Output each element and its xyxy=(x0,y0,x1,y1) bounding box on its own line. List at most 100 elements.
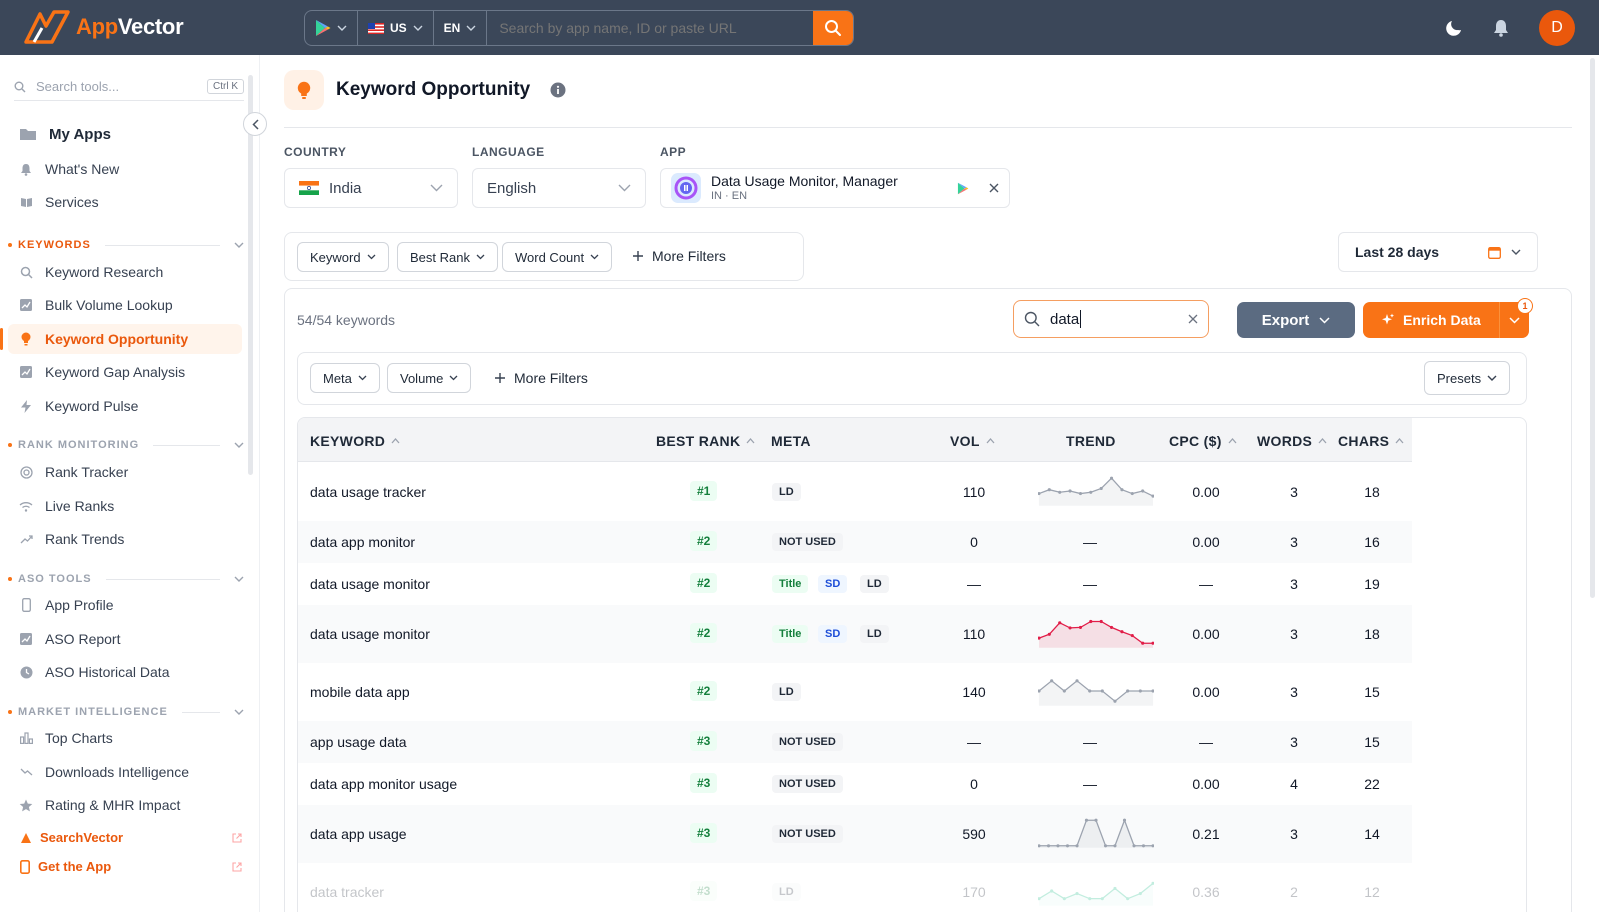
country-selector[interactable]: US xyxy=(358,11,434,45)
sidebar-item-keyword-opportunity[interactable]: Keyword Opportunity xyxy=(0,324,242,354)
words-cell: 3 xyxy=(1290,734,1298,750)
sidebar-item-keyword-research[interactable]: Keyword Research xyxy=(8,257,242,287)
global-search-input[interactable] xyxy=(487,11,813,45)
column-header-cpc[interactable]: CPC ($) xyxy=(1169,433,1237,449)
chevron-down-icon xyxy=(466,25,476,31)
section-divider xyxy=(104,244,220,246)
sidebar-item-top-charts[interactable]: Top Charts xyxy=(8,723,242,753)
table-row[interactable]: data usage tracker #1 LD 110 0.00 3 18 xyxy=(298,463,1412,521)
language-select[interactable]: English xyxy=(472,168,646,208)
table-row[interactable]: data usage monitor #2 Title SD LD — — — 3 19 xyxy=(298,563,1412,605)
tools-search[interactable]: Search tools... Ctrl K xyxy=(14,77,244,101)
sidebar-item-aso-report[interactable]: ASO Report xyxy=(8,624,242,654)
trend-point xyxy=(1141,641,1145,645)
trend-point xyxy=(1151,844,1154,848)
bell-icon[interactable] xyxy=(1493,19,1509,37)
table-row[interactable]: mobile data app #2 LD 140 0.00 3 15 xyxy=(298,663,1412,721)
trend-point xyxy=(1109,625,1114,629)
country-select[interactable]: India xyxy=(284,168,458,208)
secondary-filters: Meta Volume More Filters Presets xyxy=(297,352,1527,405)
sidebar-item-label: Keyword Research xyxy=(45,264,164,280)
sidebar-item-aso-historical-data[interactable]: ASO Historical Data xyxy=(8,657,242,687)
sidebar-item-keyword-gap-analysis[interactable]: Keyword Gap Analysis xyxy=(8,357,242,387)
table-row[interactable]: data app monitor #2 NOT USED 0 — 0.00 3 16 xyxy=(298,521,1412,563)
enrich-dropdown-toggle[interactable] xyxy=(1499,302,1529,338)
clear-icon[interactable] xyxy=(1188,314,1198,324)
external-link-get-the-app[interactable]: Get the App xyxy=(20,859,242,874)
chars-cell: 15 xyxy=(1364,734,1380,750)
table-row[interactable]: data tracker #3 LD 170 0.36 2 12 xyxy=(298,863,1412,912)
trend-sparkline xyxy=(1038,476,1154,506)
avatar[interactable]: D xyxy=(1539,10,1575,46)
column-header-best-rank[interactable]: BEST RANK xyxy=(656,433,755,449)
sidebar-item-bulk-volume-lookup[interactable]: Bulk Volume Lookup xyxy=(8,290,242,320)
external-link-icon xyxy=(232,832,242,843)
meta-tag: LD xyxy=(772,483,801,501)
presets-button[interactable]: Presets xyxy=(1424,361,1511,395)
keyword-filter-input[interactable]: data xyxy=(1013,300,1209,338)
rank-badge: #2 xyxy=(690,573,718,593)
sidebar-scrollbar[interactable] xyxy=(248,75,253,475)
section-aso-tools[interactable]: ASO TOOLS xyxy=(8,573,244,585)
sidebar-item-live-ranks[interactable]: Live Ranks xyxy=(8,491,242,521)
section-market-intelligence[interactable]: MARKET INTELLIGENCE xyxy=(8,706,244,718)
external-link-searchvector[interactable]: SearchVector xyxy=(20,830,242,845)
best-rank-cell: #1 xyxy=(690,481,718,501)
sidebar-item-downloads-intelligence[interactable]: Downloads Intelligence xyxy=(8,757,242,787)
logo[interactable]: AppVector xyxy=(24,10,184,44)
best-rank-cell: #3 xyxy=(690,731,718,751)
sidebar-item-label: ASO Report xyxy=(45,631,121,647)
filter-keyword[interactable]: Keyword xyxy=(297,242,389,272)
column-header-chars[interactable]: CHARS xyxy=(1338,433,1404,449)
filter-word-count[interactable]: Word Count xyxy=(502,242,613,272)
trend-area xyxy=(1039,883,1153,905)
enrich-data-button[interactable]: Enrich Data xyxy=(1363,302,1529,338)
more-filters-button[interactable]: More Filters xyxy=(494,370,588,386)
volume-cell: — xyxy=(967,734,981,750)
page-scrollbar[interactable] xyxy=(1590,58,1595,598)
column-header-words[interactable]: WORDS xyxy=(1257,433,1327,449)
chars-cell: 18 xyxy=(1364,484,1380,500)
search-icon xyxy=(19,265,33,279)
sidebar-item-rank-tracker[interactable]: Rank Tracker xyxy=(8,457,242,487)
language-selector[interactable]: EN xyxy=(434,11,488,45)
app-select[interactable]: Data Usage Monitor, Manager IN · EN xyxy=(660,168,1010,208)
section-keywords[interactable]: KEYWORDS xyxy=(8,239,244,251)
trend-point xyxy=(1100,897,1104,901)
store-selector[interactable] xyxy=(305,11,358,45)
sidebar-item-services[interactable]: Services xyxy=(8,187,242,217)
search-button[interactable] xyxy=(813,11,853,45)
trend-point xyxy=(1047,632,1051,636)
wifi-icon xyxy=(19,499,33,513)
close-icon[interactable] xyxy=(989,183,999,193)
cpc-cell: 0.00 xyxy=(1192,776,1220,792)
column-header-keyword[interactable]: KEYWORD xyxy=(310,433,400,449)
table-row[interactable]: data app monitor usage #3 NOT USED 0 — 0.00 4 2… xyxy=(298,763,1412,805)
sort-icon xyxy=(746,438,755,444)
words-cell: 3 xyxy=(1290,534,1298,550)
sidebar-item-app-profile[interactable]: App Profile xyxy=(8,590,242,620)
table-row[interactable]: app usage data #3 NOT USED — — — 3 15 xyxy=(298,721,1412,763)
sidebar-item-my-apps[interactable]: My Apps xyxy=(8,119,242,149)
sidebar-item-keyword-pulse[interactable]: Keyword Pulse xyxy=(8,391,242,421)
section-rank-monitoring[interactable]: RANK MONITORING xyxy=(8,439,244,451)
info-icon[interactable] xyxy=(550,82,566,98)
filter-volume[interactable]: Volume xyxy=(387,363,472,393)
sidebar-collapse-button[interactable] xyxy=(243,112,267,136)
filter-best-rank[interactable]: Best Rank xyxy=(397,242,498,272)
export-button[interactable]: Export xyxy=(1237,302,1355,338)
table-row[interactable]: data usage monitor #2 Title SD LD 110 0.00 3 18 xyxy=(298,605,1412,663)
sidebar-item-rank-trends[interactable]: Rank Trends xyxy=(8,524,242,554)
sidebar-item-whats-new[interactable]: What's New xyxy=(8,154,242,184)
filter-meta[interactable]: Meta xyxy=(310,363,380,393)
date-range-picker[interactable]: Last 28 days xyxy=(1338,232,1538,272)
more-filters-button[interactable]: More Filters xyxy=(632,248,726,264)
moon-icon[interactable] xyxy=(1445,19,1463,37)
table-row[interactable]: data app usage #3 NOT USED 590 0.21 3 14 xyxy=(298,805,1412,863)
sort-icon xyxy=(1395,438,1404,444)
sidebar-item-rating-mhr-impact[interactable]: Rating & MHR Impact xyxy=(8,790,242,820)
column-header-vol[interactable]: VOL xyxy=(950,433,995,449)
chevron-down-icon xyxy=(1509,316,1520,324)
google-play-icon xyxy=(957,182,969,194)
words-cell: 4 xyxy=(1290,776,1298,792)
